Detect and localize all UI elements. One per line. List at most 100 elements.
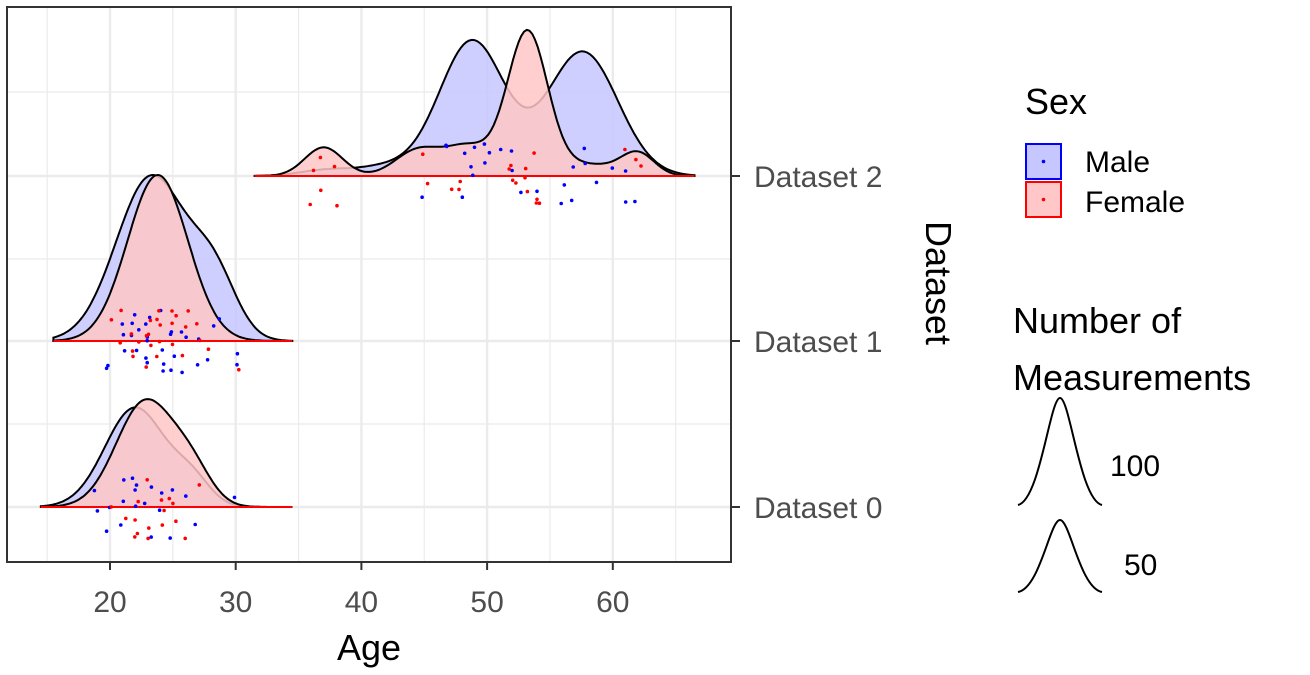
point-male-2-5: [472, 145, 477, 150]
point-male-0-12: [142, 501, 147, 506]
point-male-1-16: [161, 369, 165, 373]
point-female-2-1: [311, 168, 316, 173]
point-male-0-1: [92, 488, 97, 493]
point-male-1-5: [130, 321, 134, 326]
point-female-2-23: [639, 164, 643, 168]
point-female-2-17: [523, 166, 528, 171]
point-female-0-0: [109, 505, 114, 509]
point-female-2-6: [421, 152, 425, 156]
point-male-1-29: [205, 358, 210, 362]
point-male-1-24: [179, 330, 184, 334]
point-male-1-17: [161, 362, 166, 366]
point-male-0-15: [159, 491, 164, 495]
point-male-2-0: [420, 195, 424, 199]
point-female-2-15: [525, 189, 530, 194]
legend-key-female-dot: [1041, 197, 1046, 202]
point-male-1-3: [121, 332, 126, 337]
point-female-1-10: [144, 333, 149, 338]
x-tick-label-4: 60: [596, 586, 629, 619]
point-female-1-6: [131, 354, 135, 359]
point-male-2-6: [471, 173, 475, 178]
point-female-2-16: [523, 175, 527, 180]
point-male-1-30: [211, 324, 216, 328]
x-axis-ticks: 20 30 40 50 60: [93, 562, 629, 619]
point-female-1-13: [158, 323, 162, 327]
point-male-1-0: [104, 366, 109, 371]
point-male-2-24: [623, 200, 628, 204]
point-female-1-0: [109, 318, 114, 322]
point-male-2-21: [583, 161, 587, 166]
point-male-1-23: [169, 368, 173, 373]
point-female-1-5: [130, 349, 135, 353]
point-female-1-16: [155, 354, 159, 359]
point-female-2-4: [335, 203, 339, 208]
point-male-0-11: [149, 535, 153, 539]
point-male-0-5: [119, 523, 123, 527]
point-female-1-23: [183, 325, 188, 329]
legend-key-female: [1025, 181, 1062, 218]
point-male-2-10: [482, 142, 487, 146]
point-female-0-13: [174, 519, 178, 523]
legend-measurements-title-line-2: Measurements: [1013, 357, 1251, 398]
point-female-1-25: [198, 338, 202, 343]
point-male-0-0: [95, 509, 100, 513]
point-male-0-6: [122, 478, 126, 482]
x-tick-label-1: 30: [219, 586, 252, 619]
point-male-2-26: [633, 199, 637, 204]
point-male-1-4: [122, 349, 127, 353]
point-male-2-11: [498, 147, 503, 152]
point-female-1-4: [129, 332, 134, 336]
point-male-1-11: [145, 360, 149, 365]
point-male-2-12: [509, 149, 514, 153]
point-male-1-31: [217, 317, 222, 321]
point-male-0-10: [130, 476, 135, 481]
point-female-1-12: [155, 317, 159, 322]
point-male-1-32: [235, 351, 240, 356]
y-axis-ticks: Dataset 0 Dataset 1 Dataset 2: [731, 161, 882, 525]
point-female-1-7: [144, 365, 148, 369]
point-female-0-15: [183, 536, 187, 541]
legend-measurements: Number of Measurements 100 50: [1013, 300, 1251, 593]
point-female-1-22: [186, 309, 190, 313]
point-male-0-14: [157, 508, 162, 512]
point-female-1-19: [170, 321, 174, 326]
point-male-1-13: [144, 322, 148, 326]
point-male-0-16: [168, 536, 172, 540]
point-female-1-2: [119, 308, 123, 313]
point-male-1-15: [144, 356, 148, 360]
point-male-2-15: [535, 189, 539, 194]
point-female-1-11: [149, 343, 153, 348]
point-female-2-0: [308, 202, 313, 207]
point-female-0-4: [133, 518, 137, 522]
point-female-2-22: [623, 147, 627, 152]
point-female-1-27: [237, 367, 241, 372]
point-male-1-33: [235, 362, 239, 367]
point-male-2-17: [562, 183, 567, 187]
point-male-0-18: [184, 494, 188, 498]
point-male-0-8: [134, 483, 139, 487]
point-female-2-2: [318, 155, 323, 160]
point-female-2-11: [514, 181, 518, 185]
point-male-2-23: [610, 166, 615, 170]
y-tick-label-0: Dataset 0: [754, 492, 882, 525]
point-male-2-4: [462, 151, 467, 156]
point-male-1-10: [145, 338, 149, 343]
point-female-2-20: [537, 201, 542, 205]
point-female-1-15: [157, 309, 161, 313]
point-male-0-19: [193, 522, 197, 527]
legend-key-50-curve: [1017, 518, 1103, 593]
point-male-0-7: [133, 488, 137, 492]
point-female-1-9: [148, 318, 153, 323]
point-female-1-17: [170, 342, 175, 347]
x-axis-title: Age: [337, 627, 401, 668]
point-male-2-20: [582, 146, 587, 151]
legend-label-100: 100: [1110, 450, 1160, 483]
point-female-2-19: [534, 201, 539, 205]
legend-key-female-swatch: [1025, 181, 1062, 218]
point-male-1-25: [184, 335, 188, 340]
point-female-2-3: [319, 188, 323, 193]
jitter-points: [92, 142, 643, 541]
point-female-2-13: [510, 178, 515, 183]
x-tick-label-0: 20: [93, 586, 126, 619]
